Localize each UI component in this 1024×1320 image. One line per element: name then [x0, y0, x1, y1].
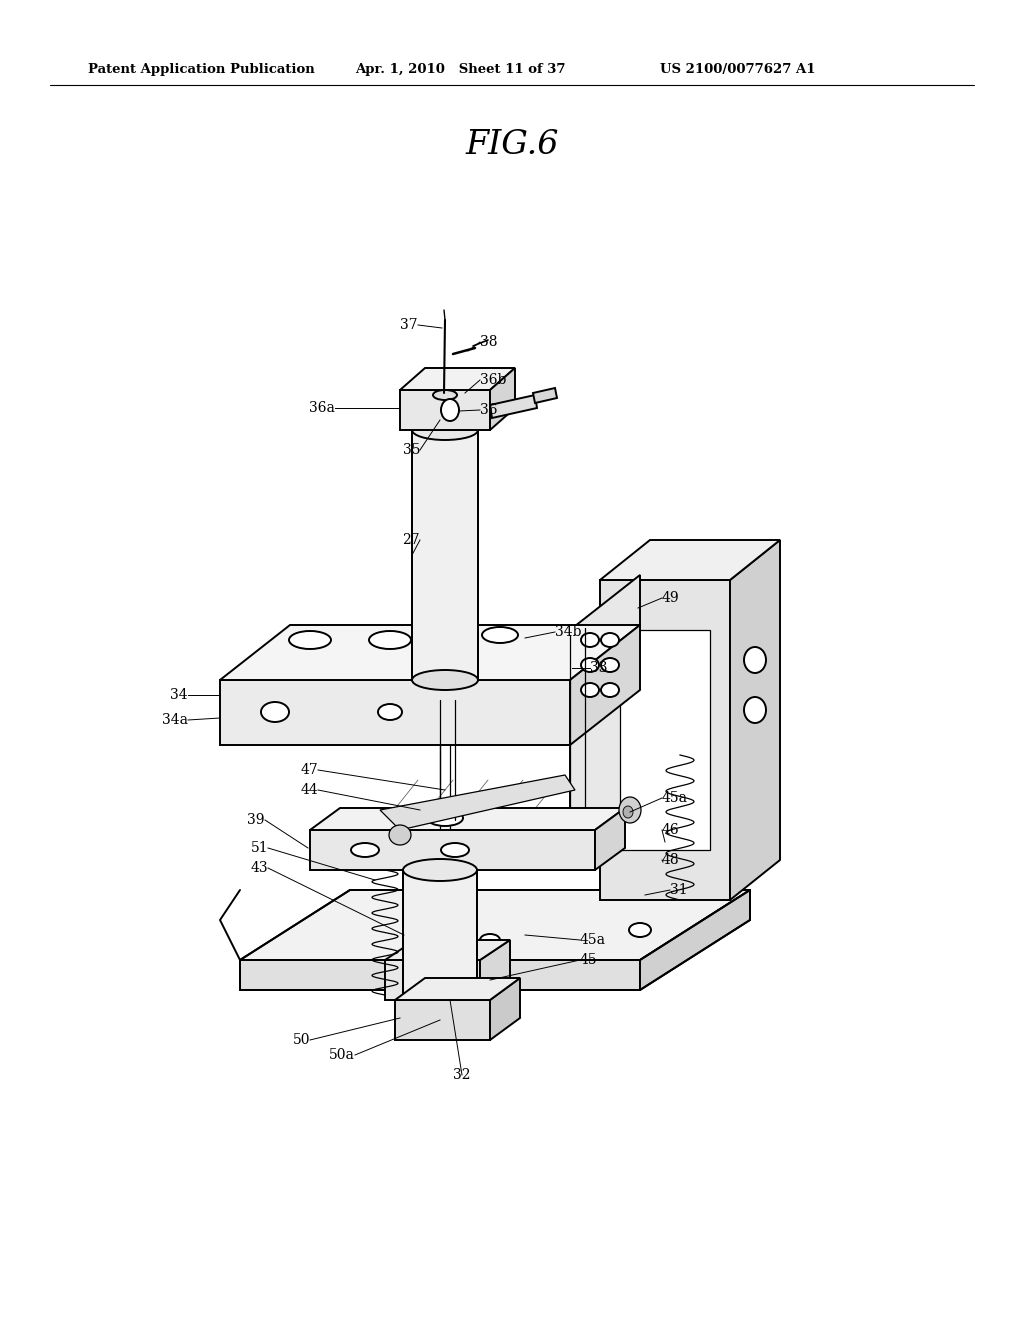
Ellipse shape — [369, 631, 411, 649]
Polygon shape — [640, 890, 750, 990]
Text: 33: 33 — [590, 661, 607, 675]
Polygon shape — [310, 830, 595, 870]
Ellipse shape — [629, 923, 651, 937]
Ellipse shape — [601, 682, 618, 697]
Polygon shape — [395, 978, 520, 1001]
Ellipse shape — [441, 843, 469, 857]
Polygon shape — [403, 870, 477, 1001]
Text: 36b: 36b — [480, 374, 507, 387]
Ellipse shape — [403, 859, 477, 880]
Polygon shape — [620, 630, 710, 850]
Polygon shape — [480, 940, 510, 1001]
Text: 47: 47 — [300, 763, 318, 777]
Polygon shape — [395, 1001, 490, 1040]
Ellipse shape — [403, 989, 477, 1011]
Text: 27: 27 — [402, 533, 420, 546]
Text: 31: 31 — [670, 883, 688, 898]
Polygon shape — [600, 579, 730, 900]
Text: 50: 50 — [293, 1034, 310, 1047]
Polygon shape — [490, 395, 537, 418]
Ellipse shape — [601, 634, 618, 647]
Ellipse shape — [351, 843, 379, 857]
Text: 32: 32 — [454, 1068, 471, 1082]
Text: 44: 44 — [300, 783, 318, 797]
Ellipse shape — [581, 682, 599, 697]
Text: 51: 51 — [251, 841, 268, 855]
Text: 36a: 36a — [309, 401, 335, 414]
Polygon shape — [400, 389, 490, 430]
Polygon shape — [400, 368, 515, 389]
Ellipse shape — [482, 627, 518, 643]
Polygon shape — [385, 940, 510, 960]
Text: 45a: 45a — [662, 791, 688, 805]
Text: FIG.6: FIG.6 — [465, 129, 559, 161]
Ellipse shape — [427, 810, 463, 826]
Ellipse shape — [623, 807, 633, 818]
Polygon shape — [490, 978, 520, 1040]
Ellipse shape — [744, 647, 766, 673]
Polygon shape — [380, 775, 575, 830]
Text: 46: 46 — [662, 822, 680, 837]
Polygon shape — [595, 808, 625, 870]
Text: 38: 38 — [480, 335, 498, 348]
Polygon shape — [534, 388, 557, 403]
Polygon shape — [385, 960, 480, 1001]
Text: 50a: 50a — [329, 1048, 355, 1063]
Text: US 2100/0077627 A1: US 2100/0077627 A1 — [660, 63, 815, 77]
Text: 49: 49 — [662, 591, 680, 605]
Ellipse shape — [378, 704, 402, 719]
Polygon shape — [412, 430, 478, 680]
Ellipse shape — [412, 671, 478, 690]
Polygon shape — [730, 540, 780, 900]
Ellipse shape — [581, 657, 599, 672]
Text: 45a: 45a — [580, 933, 606, 946]
Polygon shape — [600, 540, 780, 579]
Polygon shape — [310, 808, 625, 830]
Polygon shape — [240, 890, 750, 960]
Polygon shape — [490, 368, 515, 430]
Polygon shape — [220, 624, 640, 680]
Polygon shape — [220, 680, 570, 744]
Text: 48: 48 — [662, 853, 680, 867]
Ellipse shape — [441, 399, 459, 421]
Text: 35: 35 — [402, 444, 420, 457]
Text: Patent Application Publication: Patent Application Publication — [88, 63, 314, 77]
Ellipse shape — [480, 935, 500, 946]
Text: 34b: 34b — [555, 624, 582, 639]
Text: 43: 43 — [251, 861, 268, 875]
Ellipse shape — [261, 702, 289, 722]
Polygon shape — [433, 395, 457, 430]
Ellipse shape — [289, 631, 331, 649]
Text: Apr. 1, 2010   Sheet 11 of 37: Apr. 1, 2010 Sheet 11 of 37 — [355, 63, 565, 77]
Ellipse shape — [618, 797, 641, 822]
Text: 36: 36 — [480, 403, 498, 417]
Text: 34: 34 — [170, 688, 188, 702]
Text: 39: 39 — [248, 813, 265, 828]
Ellipse shape — [601, 657, 618, 672]
Text: 37: 37 — [400, 318, 418, 333]
Ellipse shape — [389, 825, 411, 845]
Polygon shape — [570, 576, 640, 855]
Ellipse shape — [581, 634, 599, 647]
Text: 34a: 34a — [162, 713, 188, 727]
Polygon shape — [570, 624, 640, 744]
Ellipse shape — [433, 389, 457, 400]
Ellipse shape — [412, 420, 478, 440]
Ellipse shape — [744, 697, 766, 723]
Polygon shape — [240, 960, 640, 990]
Text: 45: 45 — [580, 953, 598, 968]
